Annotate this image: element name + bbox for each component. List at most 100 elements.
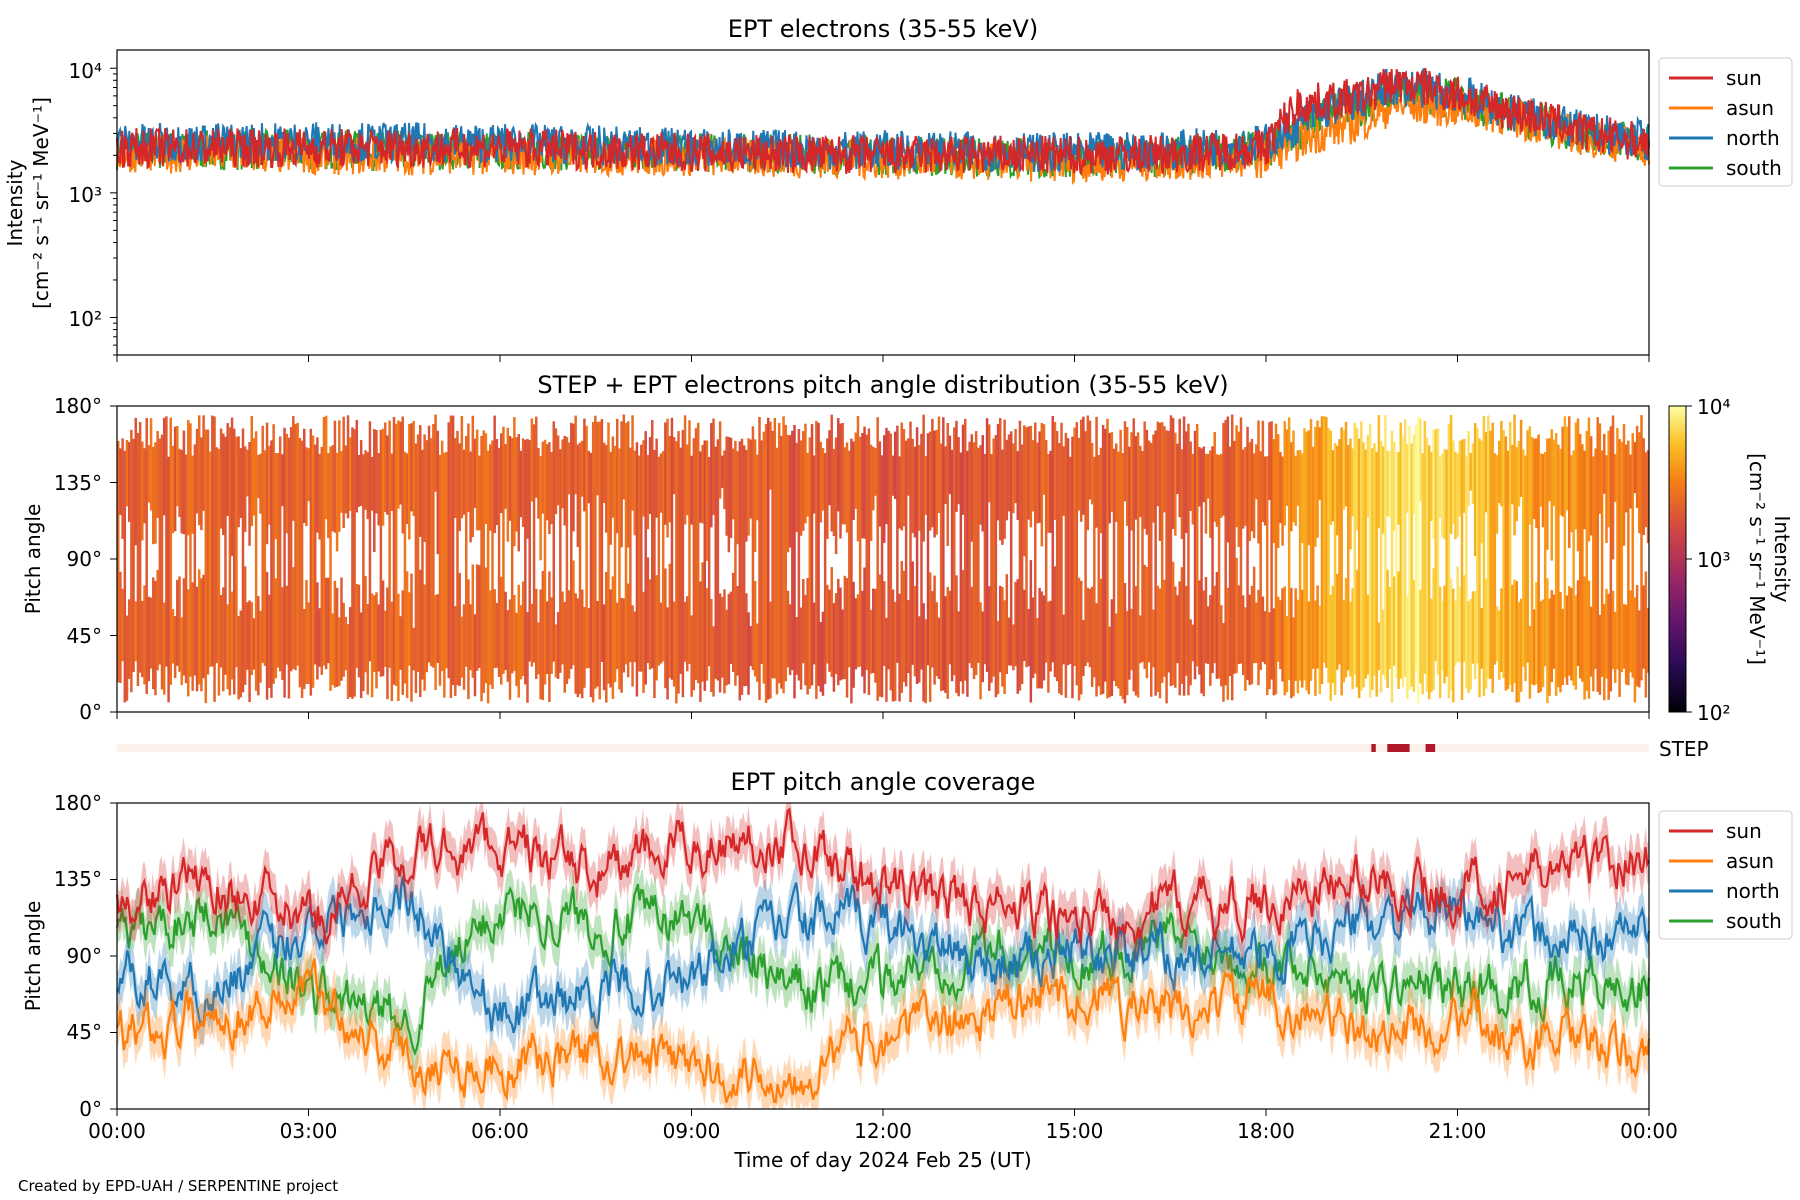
heatmap-cell — [537, 447, 540, 519]
heatmap-cell — [1360, 421, 1363, 691]
heatmap-cell — [1417, 416, 1420, 704]
panel3-legend: sun asun north south — [1658, 810, 1793, 940]
heatmap-cell — [686, 444, 689, 516]
heatmap-cell — [957, 437, 960, 505]
heatmap-cell — [1213, 585, 1216, 664]
heatmap-cell — [1198, 447, 1201, 507]
heatmap-cell — [1257, 589, 1260, 686]
heatmap-cell — [791, 430, 794, 671]
heatmap-cell — [412, 421, 415, 516]
heatmap-cell — [795, 442, 798, 532]
heatmap-cell — [471, 415, 475, 537]
heatmap-cell — [705, 440, 709, 561]
heatmap-cell — [1239, 417, 1243, 664]
heatmap-cell — [1097, 455, 1100, 687]
heatmap-cell — [1038, 431, 1041, 523]
heatmap-cell — [758, 417, 761, 701]
heatmap-cell — [1062, 446, 1065, 516]
heatmap-cell — [327, 453, 330, 539]
heatmap-cell — [1241, 595, 1245, 675]
heatmap-cell — [1224, 419, 1227, 686]
heatmap-cell — [316, 582, 319, 680]
heatmap-cell — [683, 601, 687, 662]
heatmap-cell — [162, 602, 166, 695]
heatmap-cell — [1511, 584, 1514, 693]
heatmap-cell — [1147, 440, 1151, 663]
heatmap-cell — [1283, 421, 1286, 526]
heatmap-cell — [208, 451, 212, 667]
heatmap-cell — [594, 415, 597, 689]
heatmap-cell — [381, 428, 385, 526]
heatmap-cell — [992, 438, 995, 677]
heatmap-cell — [935, 602, 939, 677]
heatmap-cell — [1180, 449, 1184, 540]
heatmap-cell — [1379, 440, 1383, 693]
heatmap-cell — [1160, 422, 1164, 683]
heatmap-cell — [303, 428, 306, 524]
heatmap-cell — [1392, 441, 1396, 532]
heatmap-cell — [1053, 422, 1057, 520]
xtick-label: 21:00 — [1429, 1119, 1487, 1143]
heatmap-cell — [460, 616, 464, 678]
heatmap-cell — [500, 433, 503, 514]
heatmap-cell — [322, 417, 326, 666]
heatmap-cell — [1084, 431, 1087, 666]
heatmap-cell — [1397, 452, 1400, 525]
heatmap-cell — [885, 617, 888, 702]
heatmap-cell — [1377, 622, 1381, 671]
heatmap-cell — [351, 427, 354, 699]
heatmap-cell — [821, 611, 825, 696]
heatmap-cell — [294, 423, 297, 671]
heatmap-cell — [913, 446, 917, 538]
heatmap-cell — [1423, 421, 1427, 674]
heatmap-cell — [1500, 588, 1503, 672]
heatmap-cell — [1154, 430, 1157, 696]
heatmap-cell — [1130, 608, 1133, 671]
heatmap-cell — [692, 438, 696, 691]
heatmap-cell — [933, 575, 936, 685]
heatmap-cell — [1235, 425, 1238, 528]
heatmap-cell — [1467, 431, 1470, 507]
heatmap-cell — [902, 429, 906, 527]
heatmap-cell — [996, 620, 1000, 695]
heatmap-cell — [335, 587, 339, 687]
heatmap-cell — [605, 572, 608, 703]
panel-intensity: EPT electrons (35-55 keV) 10⁴ 10³ 10² In… — [3, 15, 1793, 356]
heatmap-cell — [1511, 444, 1514, 505]
heatmap-cell — [202, 574, 205, 679]
heatmap-cell — [1364, 449, 1367, 679]
heatmap-cell — [705, 588, 709, 681]
heatmap-cell — [419, 569, 422, 698]
heatmap-cell — [1471, 443, 1475, 504]
heatmap-cell — [1513, 579, 1516, 684]
heatmap-cell — [1568, 416, 1571, 549]
heatmap-cell — [1633, 442, 1637, 494]
heatmap-cell — [535, 416, 538, 498]
heatmap-cell — [138, 422, 142, 673]
heatmap-cell — [1180, 567, 1184, 684]
heatmap-cell — [1419, 589, 1422, 684]
heatmap-cell — [981, 435, 984, 532]
heatmap-cell — [1497, 440, 1501, 504]
heatmap-cell — [1469, 453, 1473, 491]
heatmap-cell — [1001, 449, 1004, 545]
heatmap-cell — [248, 600, 251, 703]
heatmap-cell — [1618, 439, 1621, 697]
heatmap-cell — [988, 586, 991, 691]
credit-text: Created by EPD-UAH / SERPENTINE project — [18, 1177, 338, 1195]
heatmap-cell — [1373, 443, 1376, 676]
heatmap-cell — [239, 448, 243, 519]
heatmap-cell — [1550, 429, 1553, 561]
heatmap-cell — [832, 603, 836, 692]
heatmap-cell — [1195, 424, 1199, 667]
heatmap-cell — [1559, 591, 1562, 693]
heatmap-cell — [364, 576, 367, 673]
heatmap-cell — [1276, 434, 1280, 548]
panel3-ytick: 135° — [54, 867, 102, 891]
heatmap-cell — [942, 417, 945, 691]
heatmap-cell — [1456, 566, 1459, 663]
heatmap-cell — [725, 609, 728, 686]
heatmap-cell — [668, 436, 672, 523]
heatmap-cell — [1456, 453, 1459, 537]
heatmap-cell — [1344, 421, 1348, 507]
